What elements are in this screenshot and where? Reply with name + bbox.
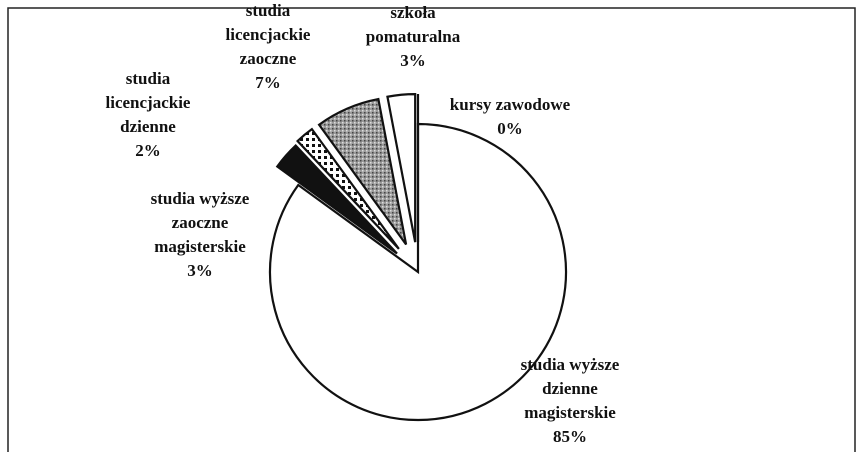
value-label: 85%	[553, 427, 587, 446]
pie	[268, 93, 568, 422]
pie-slice	[317, 97, 408, 246]
slice-label: studia licencjackie dzienne	[106, 69, 191, 136]
labels: studia wyższe dzienne magisterskie 85% studi…	[106, 1, 620, 446]
pie-slice	[268, 122, 568, 422]
value-label: 2%	[135, 141, 161, 160]
slice-label: studia licencjackie zaoczne	[226, 1, 311, 68]
value-label: 3%	[400, 51, 426, 70]
pie-slice	[275, 144, 398, 255]
pie-slice	[386, 93, 417, 243]
slice-label: studia wyższe zaoczne magisterskie	[151, 189, 250, 256]
pie-slice	[296, 127, 400, 250]
frame	[7, 7, 856, 452]
value-label: 0%	[497, 119, 523, 138]
slice-label: kursy zawodowe	[450, 95, 571, 114]
value-label: 7%	[255, 73, 281, 92]
value-label: 3%	[187, 261, 213, 280]
slice-label: studia wyższe dzienne magisterskie	[521, 355, 620, 422]
slice-label: szkoła pomaturalna	[366, 3, 461, 46]
